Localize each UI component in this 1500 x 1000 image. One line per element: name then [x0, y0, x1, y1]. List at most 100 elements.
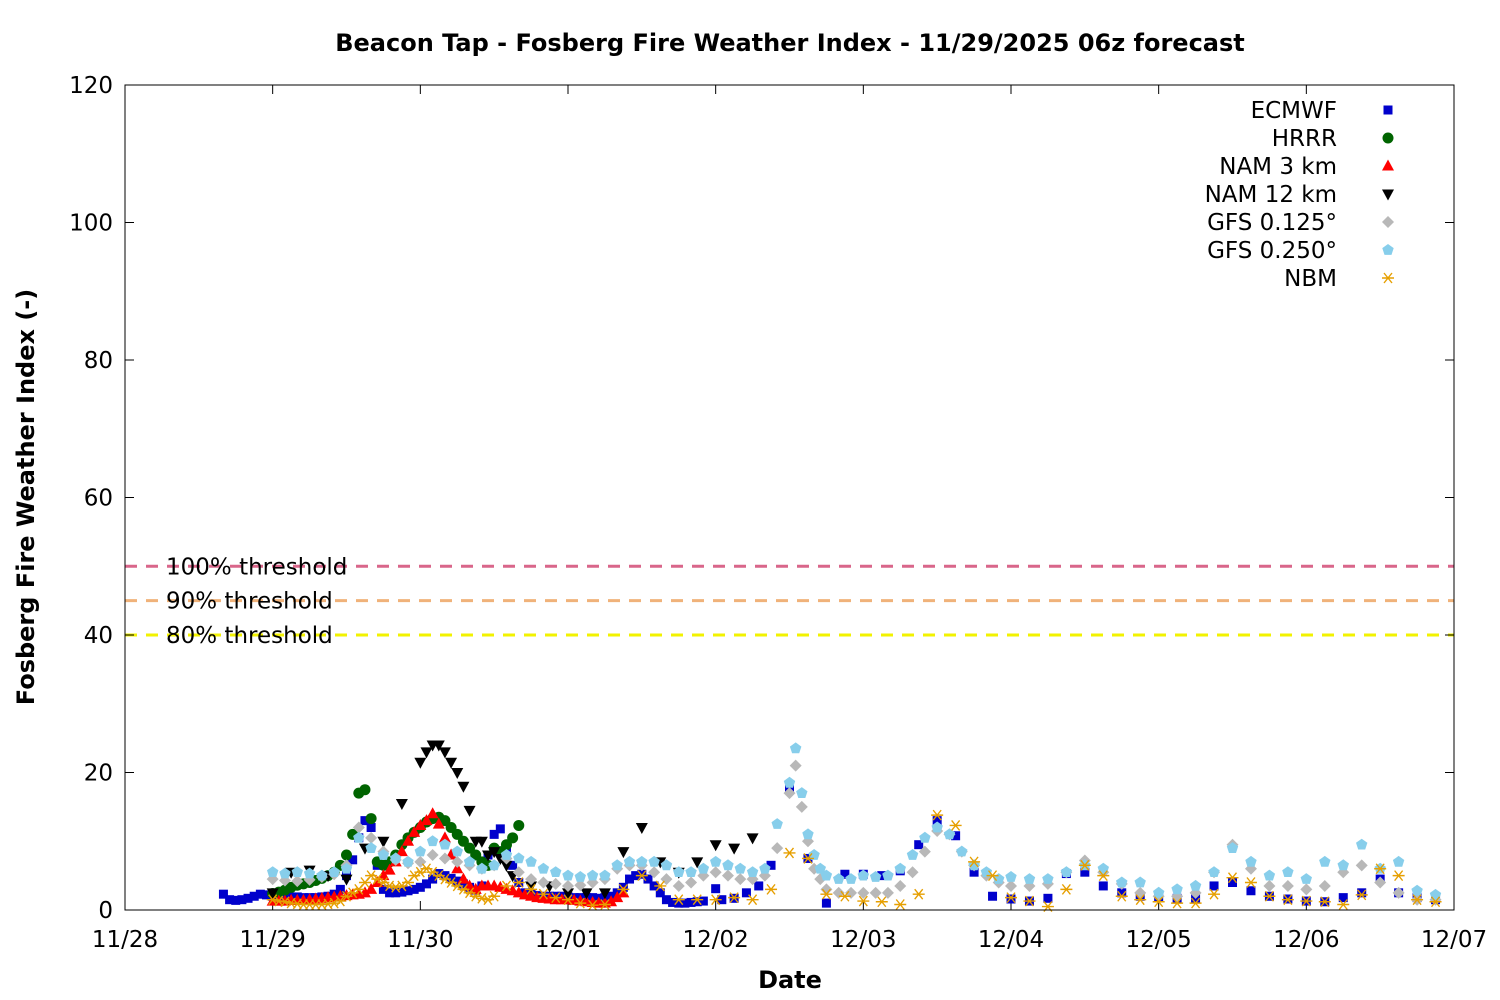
data-point: [801, 853, 814, 864]
data-point: [438, 747, 451, 759]
data-point: [968, 856, 981, 868]
data-point: [697, 862, 710, 874]
data-point: [365, 882, 378, 894]
data-point: [894, 862, 906, 874]
x-tick-label: 12/03: [830, 927, 896, 953]
legend-entry-label: NAM 3 km: [1219, 154, 1337, 180]
data-point: [918, 845, 931, 858]
data-point: [1078, 859, 1091, 871]
data-point: [291, 875, 304, 888]
data-point: [912, 888, 925, 900]
data-point: [1263, 879, 1276, 892]
data-point: [1080, 867, 1090, 877]
data-point: [426, 835, 439, 847]
data-point: [562, 879, 574, 892]
data-point: [267, 866, 279, 877]
data-point: [243, 893, 253, 903]
plot-frame: [124, 84, 1455, 911]
data-point: [728, 892, 741, 904]
data-point: [1191, 894, 1201, 904]
data-point: [303, 867, 316, 879]
data-point: [759, 862, 771, 874]
legend-entry-label: ECMWF: [1251, 98, 1337, 124]
x-tick-label: 12/01: [535, 927, 601, 953]
data-point: [1355, 889, 1368, 901]
data-point: [1263, 890, 1276, 902]
data-point: [537, 862, 550, 874]
data-point: [932, 816, 942, 826]
data-point: [438, 852, 451, 865]
data-point: [721, 869, 734, 882]
data-point: [722, 859, 734, 871]
data-point: [1244, 877, 1257, 888]
data-point: [1209, 881, 1219, 891]
data-point: [371, 876, 384, 887]
data-point: [231, 895, 241, 905]
data-point: [668, 897, 678, 907]
data-point: [469, 882, 482, 894]
legend-entry-label: HRRR: [1272, 126, 1337, 152]
y-tick-label: 100: [69, 211, 113, 237]
legend-marker: [1382, 159, 1394, 171]
data-point: [451, 855, 464, 868]
data-point: [1392, 870, 1405, 882]
data-point: [814, 862, 826, 874]
data-point: [512, 866, 525, 879]
data-point: [291, 866, 303, 877]
data-point: [475, 836, 488, 848]
data-point: [586, 869, 599, 881]
data-point: [857, 869, 869, 881]
data-point: [956, 845, 968, 857]
data-point: [1357, 888, 1367, 898]
data-point: [1116, 876, 1128, 888]
data-point: [225, 895, 235, 905]
data-point: [1153, 886, 1165, 898]
data-point: [426, 849, 439, 861]
data-point: [383, 863, 396, 875]
data-point: [943, 828, 956, 840]
data-point: [1429, 888, 1442, 900]
data-point: [340, 862, 353, 874]
legend-marker: [1382, 272, 1394, 284]
data-point: [395, 798, 408, 810]
legend-marker: [1382, 216, 1394, 228]
data-point: [1060, 883, 1073, 895]
data-point: [820, 888, 833, 900]
data-point: [617, 886, 630, 898]
data-point: [391, 888, 401, 898]
data-point: [586, 899, 599, 911]
data-point: [1006, 894, 1016, 904]
data-point: [1005, 892, 1017, 904]
data-point: [500, 880, 513, 892]
legend-entry-label: NAM 12 km: [1205, 182, 1337, 208]
data-point: [988, 891, 998, 901]
data-point: [463, 805, 476, 817]
data-point: [686, 897, 696, 907]
data-point: [766, 860, 776, 870]
data-point: [882, 869, 894, 881]
data-point: [403, 886, 413, 896]
data-points: [218, 740, 1442, 913]
data-point: [605, 895, 618, 907]
data-point: [562, 869, 574, 881]
data-point: [648, 855, 660, 867]
data-point: [789, 759, 802, 772]
data-point: [765, 883, 778, 895]
data-point: [746, 833, 759, 845]
series-asterisk: [266, 809, 1442, 913]
data-point: [353, 831, 365, 843]
data-point: [838, 890, 851, 902]
data-point: [377, 869, 390, 881]
data-point: [728, 843, 741, 855]
data-point: [611, 859, 623, 871]
data-point: [580, 888, 593, 900]
data-point: [525, 873, 538, 886]
threshold-label: 100% threshold: [166, 554, 347, 580]
data-point: [741, 888, 751, 898]
data-point: [894, 879, 907, 892]
data-point: [980, 866, 993, 877]
data-point: [789, 742, 802, 754]
legend-marker: [1382, 244, 1394, 255]
data-point: [352, 821, 365, 834]
